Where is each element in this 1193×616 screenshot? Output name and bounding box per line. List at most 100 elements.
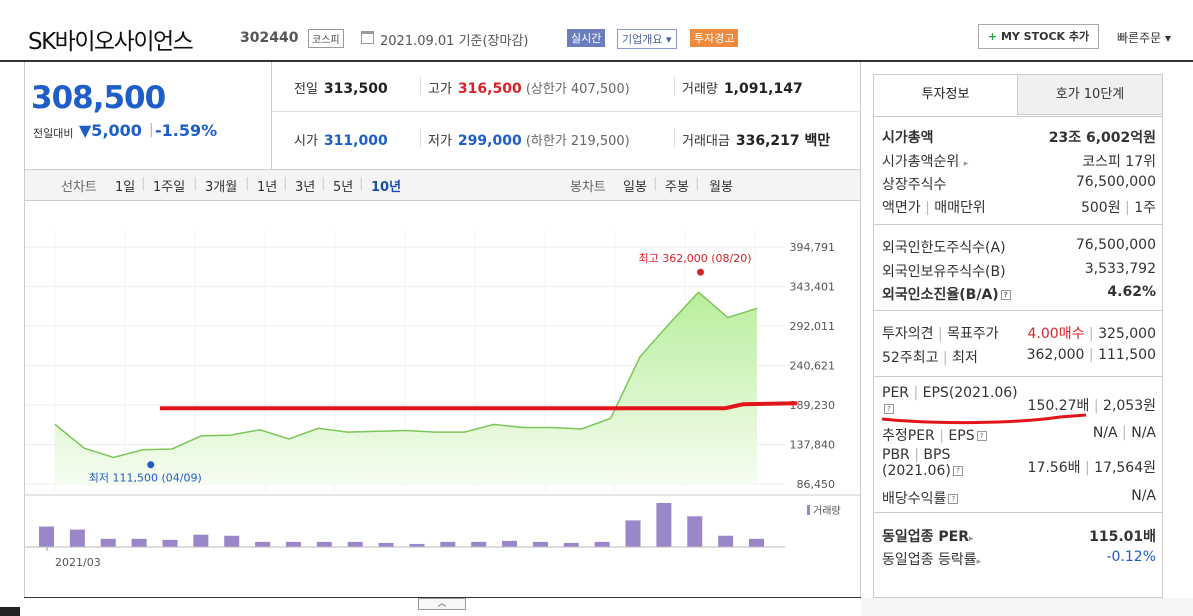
y-tick-label: 394,791	[790, 241, 836, 254]
change-separator: |	[149, 122, 154, 138]
divider	[674, 129, 675, 147]
tab-1year[interactable]: 1년	[257, 180, 278, 195]
market-cap-rank-link[interactable]: 시가총액순위 ▸	[882, 151, 968, 171]
add-my-stock-button[interactable]: + MY STOCK 추가	[978, 24, 1099, 49]
foreign-limit-value: 76,500,000	[1075, 237, 1156, 253]
week52-row: 52주최고 | 최저 362,000 | 111,500	[882, 347, 1156, 366]
y-tick-label: 343,401	[790, 280, 836, 293]
tab-investment-info[interactable]: 투자정보	[874, 75, 1018, 115]
price-box: 308,500 전일대비 ▼5,000 | -1.59%	[24, 62, 272, 169]
per-row: PER | EPS(2021.06)? 150.27배 | 2,053원	[882, 385, 1156, 414]
price-chart[interactable]: 394,791 343,401 292,011 240,621 189,230 137,8…	[24, 201, 861, 598]
amount-value: 336,217 백만	[735, 133, 831, 149]
volume-bar	[471, 541, 487, 547]
tab-3years[interactable]: 3년	[295, 180, 316, 195]
industry-change-link[interactable]: 동일업종 등락률▸	[882, 549, 981, 569]
tab-separator: |	[321, 176, 326, 191]
help-icon[interactable]: ?	[1000, 290, 1011, 300]
help-icon[interactable]: ?	[948, 494, 959, 504]
plus-icon: +	[987, 30, 998, 43]
par-value: 500원	[1080, 200, 1121, 216]
y-tick-label: 189,230	[790, 399, 836, 412]
help-icon[interactable]: ?	[884, 404, 894, 414]
volume-bar	[100, 538, 116, 547]
line-chart-label: 선차트	[61, 180, 97, 195]
tab-hoga-10[interactable]: 호가 10단계	[1018, 75, 1162, 115]
week52-low-value: 111,500	[1098, 347, 1156, 363]
low-annotation: 최저 111,500 (04/09)	[89, 472, 202, 485]
market-cap-rank-label: 시가총액순위	[882, 154, 960, 170]
volume-bar	[502, 540, 518, 547]
foreign-limit-label: 외국인한도주식수(A)	[882, 240, 1006, 256]
volume-bar	[131, 538, 147, 547]
help-icon[interactable]: ?	[952, 466, 963, 476]
corner-marker	[0, 607, 20, 616]
divider	[674, 77, 675, 95]
tab-monthly-candle[interactable]: 월봉	[709, 180, 733, 195]
y-tick-label: 240,621	[790, 359, 836, 372]
high-annotation: 최고 362,000 (08/20)	[639, 252, 752, 265]
pbr-date: (2021.06)	[882, 463, 951, 479]
tab-5years[interactable]: 5년	[333, 180, 354, 195]
y-tick-label: 86,450	[797, 478, 836, 491]
trade-unit-label: 매매단위	[934, 200, 986, 216]
volume-bar	[749, 538, 764, 547]
investment-warning-badge: 투자경고	[690, 29, 739, 47]
add-my-stock-label: MY STOCK 추가	[1000, 30, 1090, 43]
red-underline-annotation	[881, 413, 1087, 425]
investment-info-panel: 투자정보 호가 10단계 시가총액 23조 6,002억원 시가총액순위 ▸ 코스피…	[873, 74, 1163, 598]
tab-10years[interactable]: 10년	[371, 180, 402, 195]
collapse-chart-button[interactable]: ︿	[418, 598, 466, 610]
tab-separator: |	[245, 176, 250, 191]
volume-bar	[563, 542, 579, 547]
volume-legend-swatch	[807, 505, 810, 515]
red-annotation-line	[160, 401, 798, 411]
y-tick-label: 292,011	[790, 320, 836, 333]
high-value: 316,500	[457, 81, 522, 97]
pbr-label: PBR	[882, 447, 910, 463]
price-summary: 전일 313,500 고가 316,500 (상한가 407,500) 거래량 1,0…	[272, 62, 861, 169]
high-marker	[697, 268, 704, 276]
volume-bar	[718, 535, 734, 547]
volume-bar	[625, 520, 641, 547]
arrow-right-icon: ▸	[969, 534, 974, 544]
volume-bar	[255, 541, 271, 547]
est-eps-value: N/A	[1131, 425, 1156, 441]
company-info-dropdown[interactable]: 기업개요 ▾	[617, 29, 677, 49]
tab-separator: |	[193, 176, 198, 191]
trade-amount: 거래대금 336,217 백만	[682, 130, 830, 150]
est-per-label: 추정PER	[882, 428, 935, 444]
industry-change-value: -0.12%	[1106, 549, 1156, 565]
price-area	[55, 292, 757, 484]
industry-per-value: 115.01배	[1089, 529, 1156, 545]
industry-change-label: 동일업종 등락률	[882, 552, 977, 568]
opinion-value: 4.00매수	[1027, 326, 1085, 342]
summary-row: 시가 311,000 저가 299,000 (하한가 219,500) 거래대금 33…	[272, 114, 861, 164]
industry-section: 동일업종 PER▸ 115.01배 동일업종 등락률▸ -0.12%	[874, 512, 1162, 598]
volume-bar	[594, 541, 610, 547]
tab-3months[interactable]: 3개월	[205, 180, 238, 195]
realtime-button[interactable]: 실시간	[567, 29, 606, 47]
per-value: 150.27배	[1027, 398, 1090, 414]
industry-per-link[interactable]: 동일업종 PER▸	[882, 526, 974, 546]
market-cap-rank-value: 코스피 17위	[1082, 154, 1156, 170]
tab-separator: |	[695, 176, 700, 191]
upper-limit: (상한가 407,500)	[525, 82, 630, 97]
tab-daily-candle[interactable]: 일봉	[623, 180, 647, 195]
tab-1day[interactable]: 1일	[115, 180, 136, 195]
tab-separator: |	[283, 176, 288, 191]
industry-change-row: 동일업종 등락률▸ -0.12%	[882, 549, 1156, 571]
tab-weekly-candle[interactable]: 주봉	[665, 180, 689, 195]
industry-per-label: 동일업종 PER	[882, 529, 969, 545]
tab-1week[interactable]: 1주일	[153, 180, 186, 195]
volume-bar	[285, 541, 301, 547]
market-cap-section: 시가총액 23조 6,002억원 시가총액순위 ▸ 코스피 17위 상장주식수 76,…	[874, 116, 1162, 224]
quick-order-button[interactable]: 빠른주문 ▾	[1117, 31, 1171, 45]
volume-bar	[440, 541, 456, 547]
help-icon[interactable]: ?	[976, 431, 987, 441]
market-cap-value: 23조 6,002억원	[1048, 130, 1156, 146]
dividend-row: 배당수익률? N/A	[882, 488, 1156, 510]
high-price: 고가 316,500 (상한가 407,500)	[428, 78, 630, 97]
volume-bar	[193, 534, 209, 547]
tab-separator: |	[653, 176, 658, 191]
